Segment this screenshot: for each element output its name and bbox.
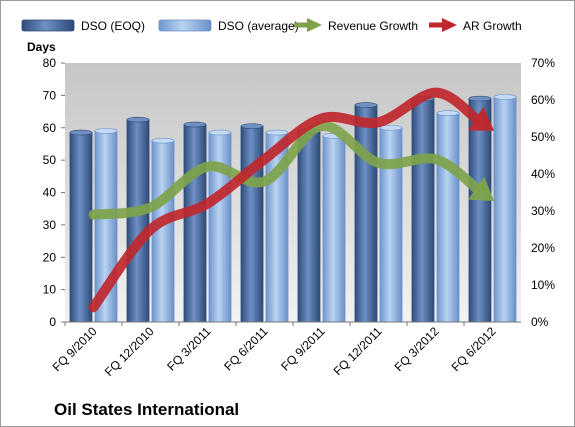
bar-dso-average xyxy=(493,96,517,323)
right-axis-ticks: 0% 10% 20% 30% 40% 50% 60% 70% xyxy=(531,56,555,329)
y-tick-label: 50 xyxy=(43,153,57,167)
bar-dso-eoq xyxy=(468,98,492,323)
y-tick-label: 10 xyxy=(43,283,57,297)
x-tick-label: FQ 12/2011 xyxy=(331,324,385,378)
y-tick-label: 40 xyxy=(43,186,57,200)
y2-tick-label: 30% xyxy=(531,204,555,218)
y2-tick-label: 50% xyxy=(531,130,555,144)
legend-swatch-dso-eoq xyxy=(21,19,75,32)
bar-dso-eoq xyxy=(126,119,150,323)
company-title: Oil States International xyxy=(54,400,239,419)
legend-label-dso-average: DSO (average) xyxy=(218,19,299,33)
bar-cap xyxy=(240,123,264,129)
y-axis-title: Days xyxy=(27,40,56,54)
legend-label-ar-growth: AR Growth xyxy=(463,19,522,33)
bar-cap xyxy=(493,94,517,100)
x-tick-label: FQ 3/2012 xyxy=(392,324,442,374)
y-tick-label: 70 xyxy=(43,88,57,102)
bar-dso-eoq xyxy=(69,132,93,323)
x-axis-labels: FQ 9/2010 FQ 12/2010 FQ 3/2011 FQ 6/2011 FQ … xyxy=(50,322,499,379)
bar-dso-average xyxy=(322,135,346,323)
y-tick-label: 20 xyxy=(43,250,57,264)
legend-swatch-revenue-growth xyxy=(294,18,322,32)
left-axis-ticks: 0 10 20 30 40 50 60 70 80 xyxy=(43,56,65,329)
bar-cap xyxy=(69,129,93,136)
bar-cap xyxy=(436,110,460,116)
legend-swatch-dso-average xyxy=(158,19,212,32)
bar-dso-eoq xyxy=(411,98,435,323)
y-tick-label: 60 xyxy=(43,121,57,135)
bar-dso-eoq xyxy=(183,124,207,323)
x-tick-label: FQ 6/2012 xyxy=(449,324,499,374)
line-ar-growth xyxy=(88,87,483,313)
y2-tick-label: 20% xyxy=(531,241,555,255)
y-tick-label: 30 xyxy=(43,218,57,232)
bar-cap xyxy=(126,116,150,123)
y2-tick-label: 0% xyxy=(531,315,549,329)
bar-cap xyxy=(379,124,403,131)
x-tick-label: FQ 9/2011 xyxy=(278,324,328,374)
bar-cap xyxy=(354,102,378,108)
legend: DSO (EOQ) DSO (average) Revenue Growth A… xyxy=(21,18,522,33)
bar-cap xyxy=(468,95,492,102)
bar-dso-eoq xyxy=(297,130,321,323)
growth-lines xyxy=(88,87,495,313)
bar-cap xyxy=(151,137,175,144)
bar-dso-average xyxy=(436,112,460,323)
bar-cap xyxy=(183,121,207,128)
x-tick-label: FQ 9/2010 xyxy=(50,324,100,374)
x-tick-label: FQ 12/2010 xyxy=(102,324,157,379)
y2-tick-label: 10% xyxy=(531,278,555,292)
legend-label-dso-eoq: DSO (EOQ) xyxy=(81,19,145,33)
bar-dso-eoq xyxy=(354,104,378,323)
y2-tick-label: 40% xyxy=(531,167,555,181)
bar-cap xyxy=(94,128,118,134)
bar-dso-eoq xyxy=(240,125,264,323)
x-tick-label: FQ 3/2011 xyxy=(164,324,214,374)
x-tick-label: FQ 6/2011 xyxy=(221,324,271,374)
bar-dso-average xyxy=(379,127,403,323)
arrowhead-ar-growth xyxy=(468,106,495,131)
y2-tick-label: 60% xyxy=(531,93,555,107)
bar-cap xyxy=(265,129,289,136)
arrowhead-revenue-growth xyxy=(468,176,495,202)
legend-swatch-ar-growth xyxy=(429,18,457,32)
y-tick-label: 80 xyxy=(43,56,57,70)
line-revenue-growth xyxy=(88,120,483,220)
y-tick-label: 0 xyxy=(49,315,56,329)
y2-tick-label: 70% xyxy=(531,56,555,70)
bar-dso-average xyxy=(208,132,232,323)
bar-cap xyxy=(208,129,232,136)
legend-label-revenue-growth: Revenue Growth xyxy=(328,19,418,33)
